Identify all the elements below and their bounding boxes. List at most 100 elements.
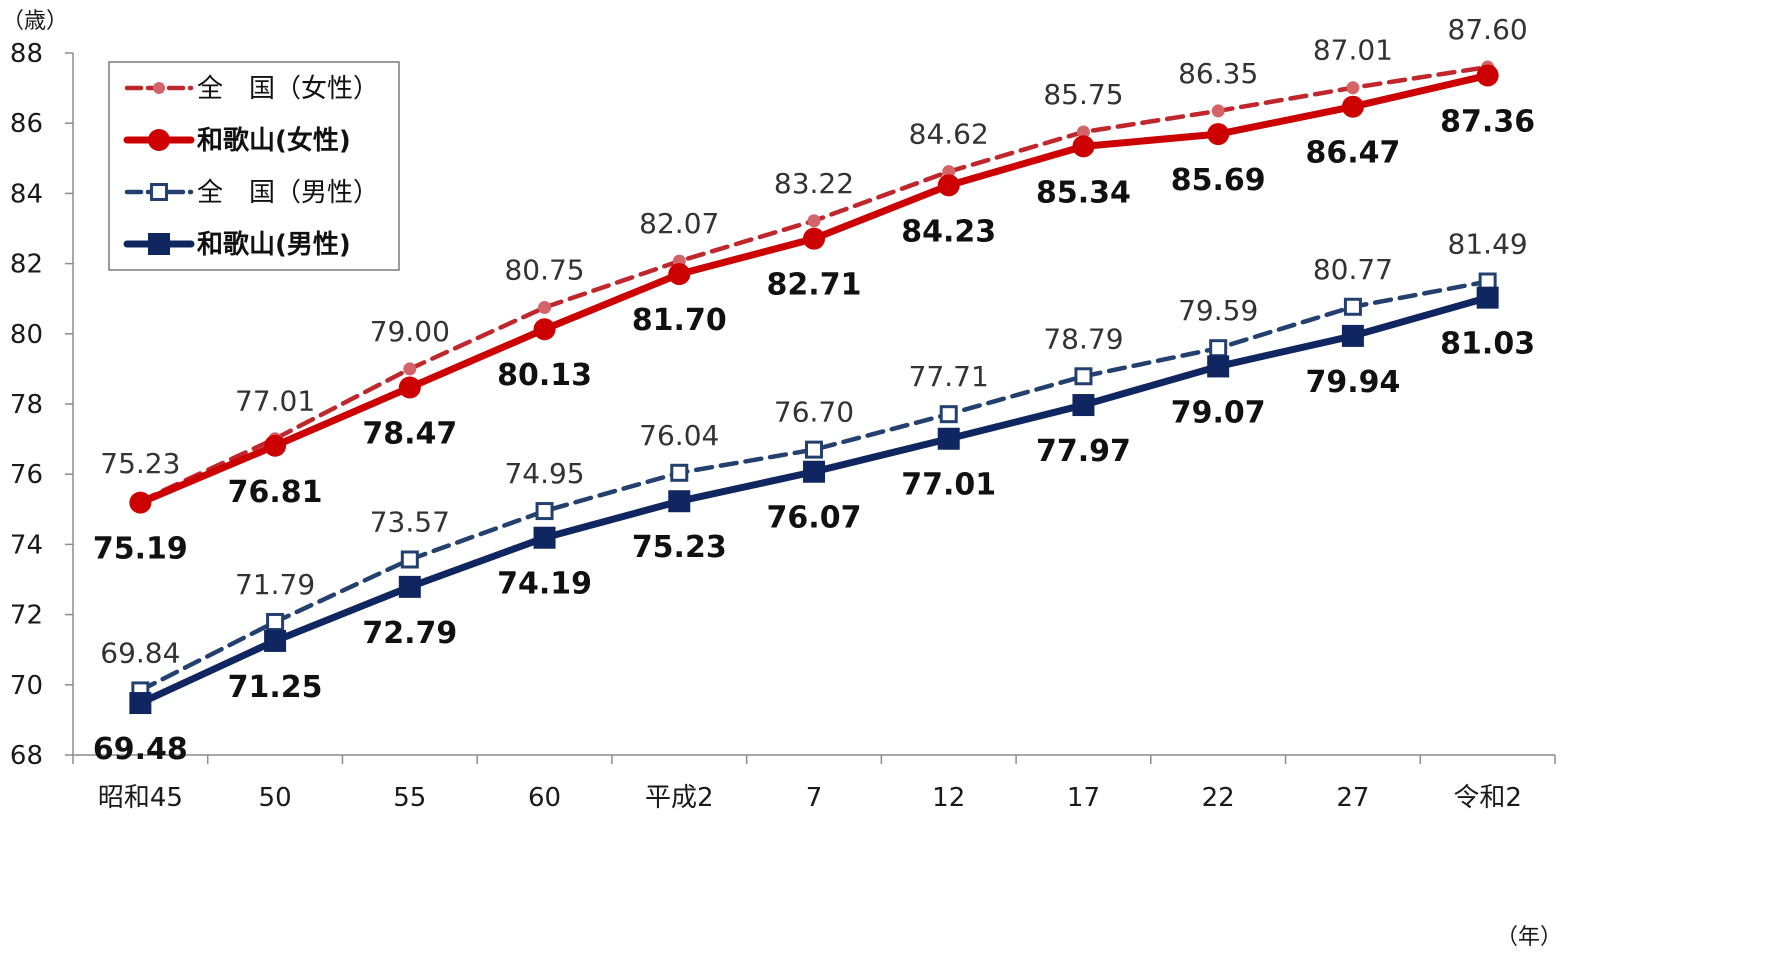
data-label: 78.47 [362,417,457,452]
x-tick-label: 12 [932,783,965,813]
data-point [1341,95,1364,118]
data-point [403,362,417,376]
data-label: 77.01 [901,468,996,503]
data-point [805,440,823,459]
data-point [939,405,958,424]
data-label: 73.57 [370,505,450,538]
data-point [1476,286,1499,309]
y-tick-label: 74 [10,530,43,560]
data-label: 85.69 [1171,163,1266,198]
series-1 [129,64,1499,514]
data-point [1072,135,1095,158]
data-label: 82.71 [767,268,862,303]
data-label: 87.01 [1313,34,1393,67]
y-tick-label: 84 [10,179,43,209]
legend-marker [148,129,170,151]
legend-label: 和歌山(男性) [197,230,351,260]
data-label: 84.62 [909,118,989,151]
x-tick-label: 令和2 [1453,783,1522,813]
data-point [1211,104,1225,118]
data-label: 79.00 [370,315,450,348]
data-label: 80.13 [497,358,592,393]
series-line [138,279,1490,693]
data-label: 87.36 [1440,104,1535,139]
data-label: 71.79 [235,568,315,601]
data-point [1209,339,1228,358]
legend-label: 和歌山(女性) [197,125,351,156]
x-tick-label: 60 [528,783,561,813]
data-label: 80.77 [1313,253,1393,286]
data-label: 76.07 [767,501,862,536]
data-label: 81.70 [632,303,727,338]
x-tick-label: 22 [1202,783,1235,813]
data-point [670,463,689,482]
data-label: 75.19 [93,532,188,567]
data-label: 76.04 [639,419,719,452]
legend: 全 国（女性） 和歌山(女性) 全 国（男性） 和歌山(男性) [108,61,400,271]
x-tick-label: 17 [1067,783,1100,813]
data-point [1346,81,1360,95]
data-label: 75.23 [100,447,180,480]
data-point [535,502,554,521]
legend-item-2: 全 国（男性） [124,178,379,208]
data-label: 75.23 [632,530,727,565]
data-label: 71.25 [228,670,323,705]
y-tick-label: 68 [10,741,43,771]
legend-marker [153,82,165,94]
legend-label: 全 国（女性） [197,74,379,104]
y-tick-label: 86 [10,109,43,139]
data-label: 80.75 [504,253,584,286]
data-label: 77.97 [1036,434,1131,469]
x-tick-label: 50 [259,783,292,813]
data-label: 85.75 [1043,78,1123,111]
data-point [398,575,421,598]
x-tick-label: 平成2 [645,783,714,813]
data-label: 77.71 [909,360,989,393]
data-point [400,550,419,569]
data-point [266,612,285,631]
data-point [1207,123,1230,146]
data-label: 72.79 [362,616,457,651]
data-label: 79.07 [1171,395,1266,430]
data-label: 83.22 [774,167,854,200]
data-label: 87.60 [1448,13,1528,46]
legend-marker [148,233,170,255]
data-point [1476,64,1499,87]
data-point [803,460,825,483]
data-point [129,692,152,715]
y-tick-label: 88 [10,39,43,69]
data-point [668,263,691,286]
data-point [1341,324,1364,347]
x-tick-label: 27 [1336,783,1369,813]
data-label: 74.19 [497,567,592,602]
x-unit-label: （年） [1496,925,1562,950]
legend-marker [150,183,168,201]
data-label: 86.47 [1305,136,1400,171]
legend-item-3: 和歌山(男性) [123,230,351,260]
data-point [533,318,556,341]
data-point [1207,355,1230,378]
legend-item-1: 和歌山(女性) [123,125,351,156]
y-tick-label: 70 [10,671,43,701]
y-unit-label: （歳） [2,9,68,34]
data-labels-layer: 75.23 77.01 79.00 80.75 82.07 83.22 84.62 85.75… [93,13,1535,767]
data-label: 77.01 [235,385,315,418]
series-layer [129,60,1499,715]
data-point [264,434,287,457]
x-tick-label: 7 [806,783,823,813]
data-point [533,526,556,549]
series-2 [131,272,1497,700]
legend-label: 全 国（男性） [197,178,379,208]
data-label: 69.48 [93,732,188,767]
data-point [803,227,825,250]
data-label: 76.81 [228,475,323,510]
x-tick-label: 55 [393,783,426,813]
data-label: 84.23 [901,214,996,249]
data-label: 86.35 [1178,57,1258,90]
axes-layer: （歳） （年） 68 70 72 74 76 78 80 82 84 86 88 昭和45 50 55 60 平成… [2,9,1562,950]
data-label: 85.34 [1036,175,1131,210]
data-label: 69.84 [100,636,180,669]
y-tick-label: 80 [10,320,43,350]
